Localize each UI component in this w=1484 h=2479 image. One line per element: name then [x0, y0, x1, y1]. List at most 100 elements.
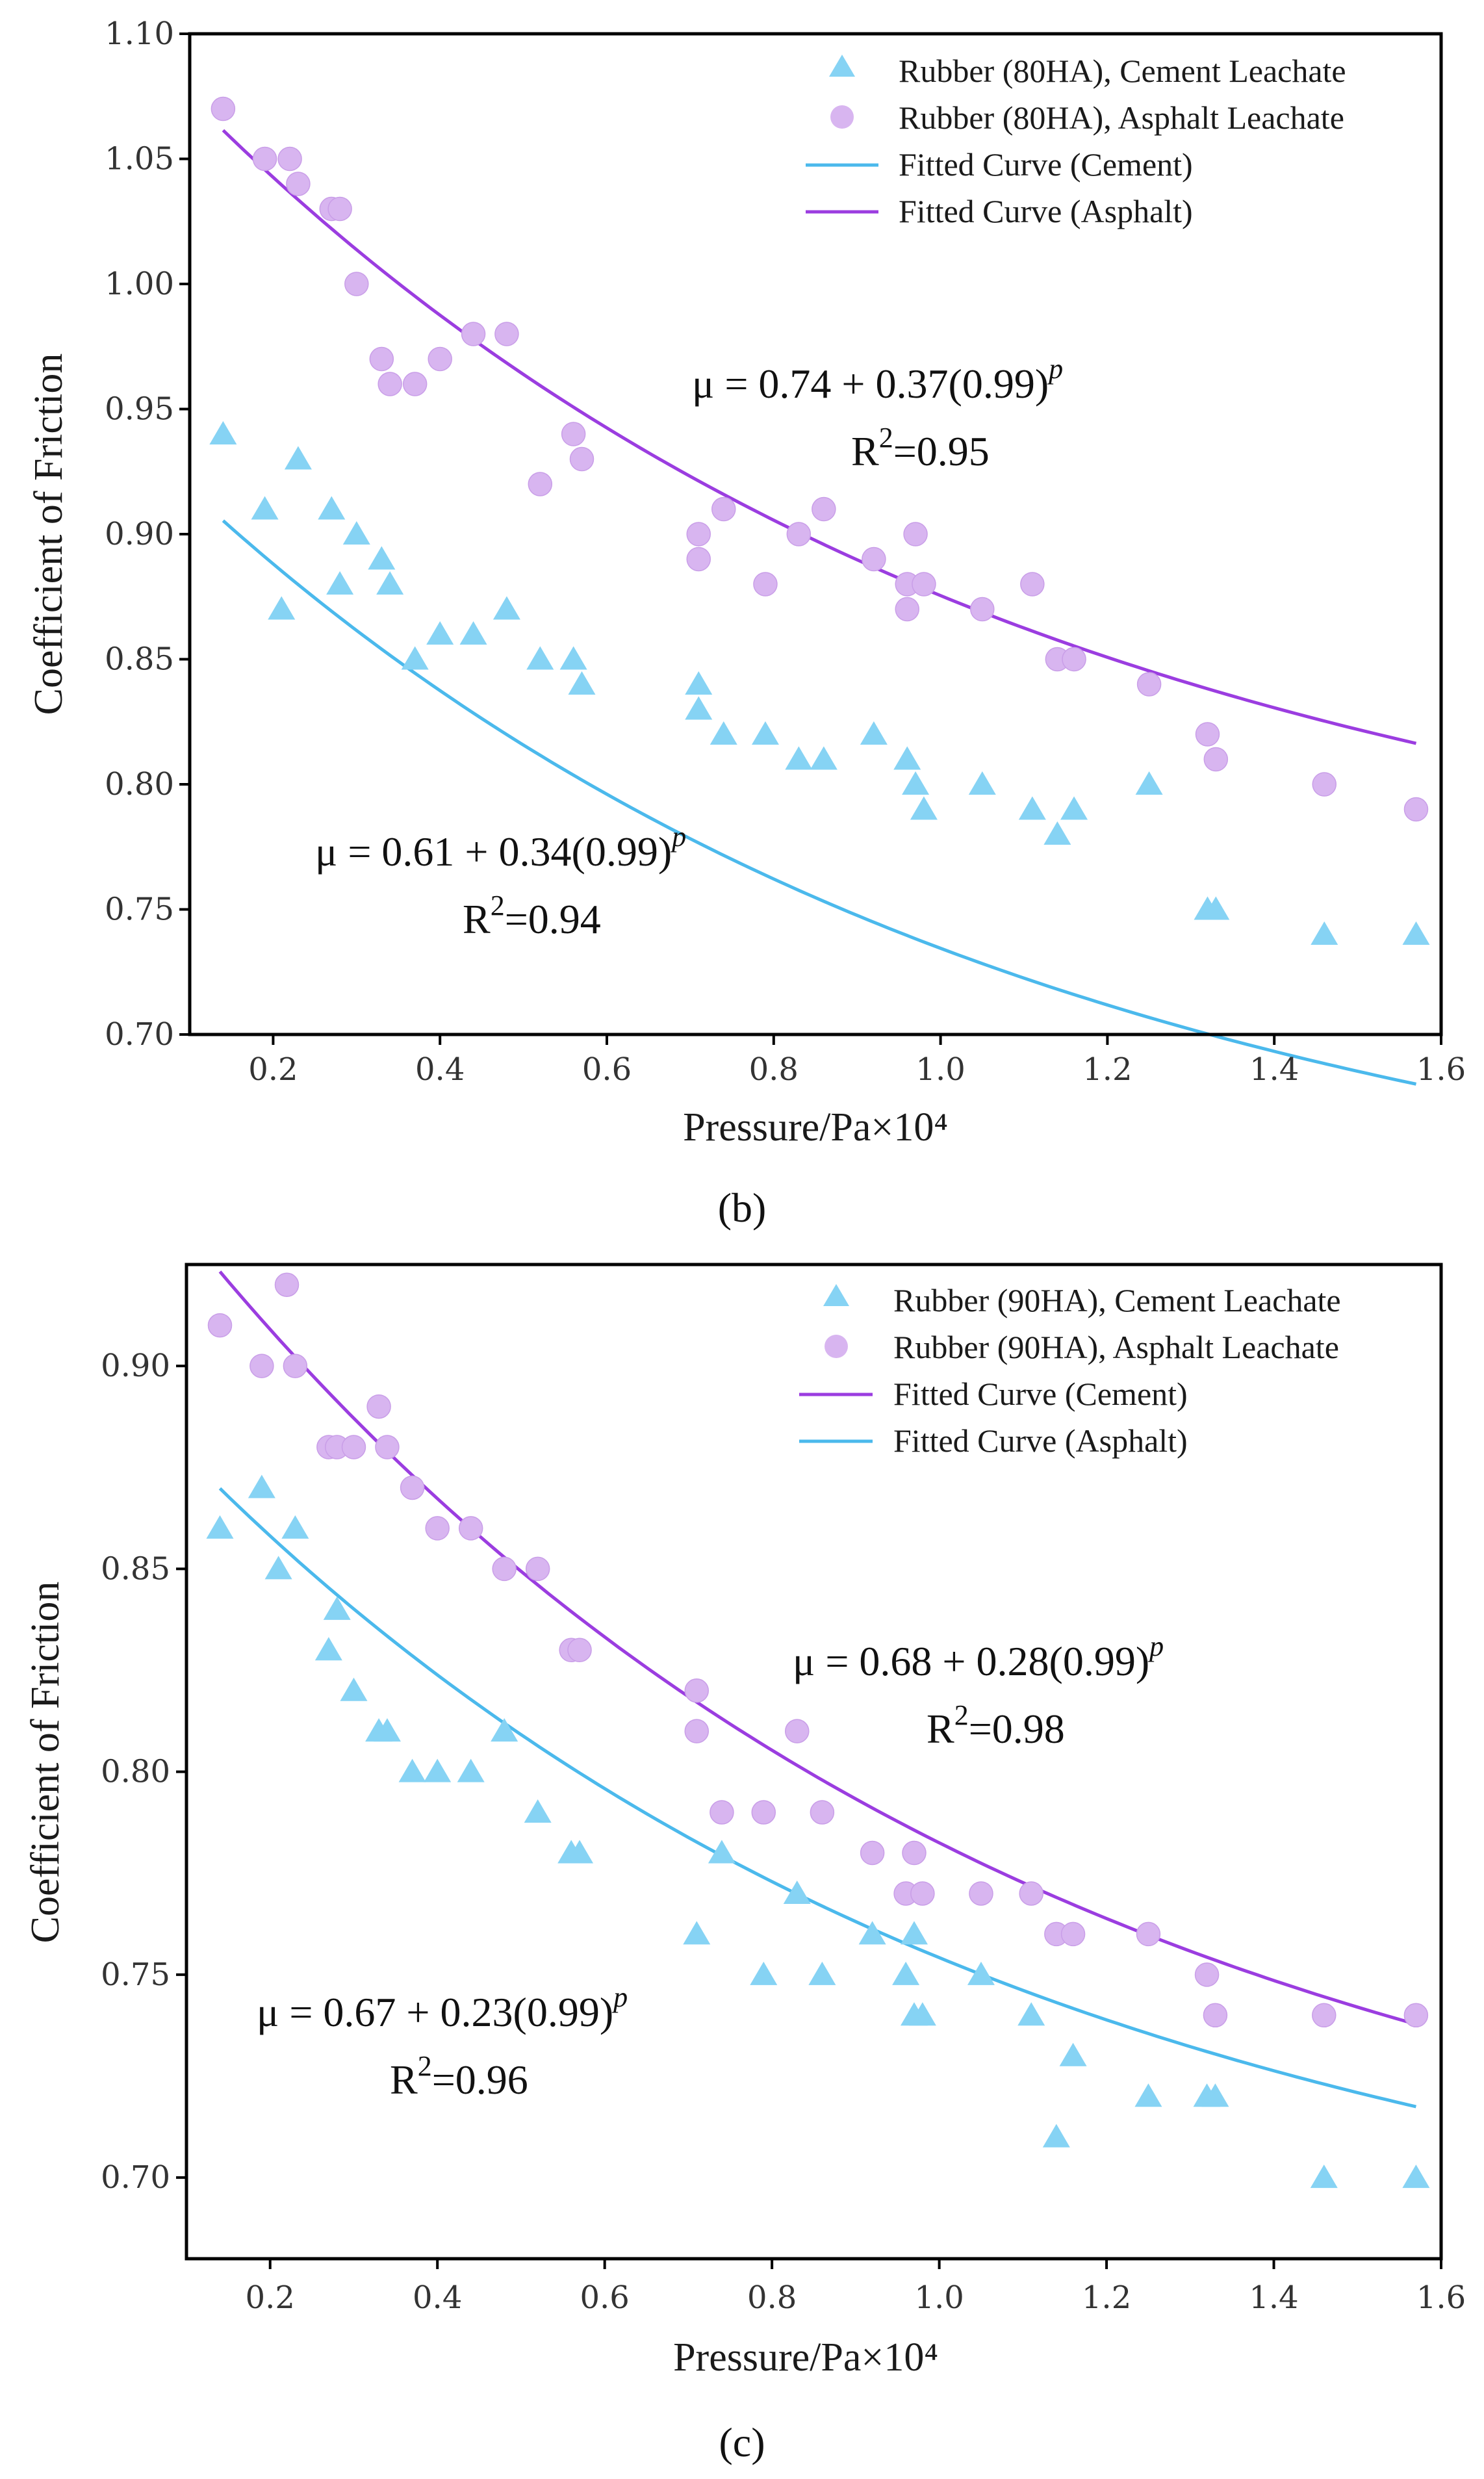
panel-b-y-tick-label: 0.80 — [105, 766, 174, 803]
panel-c-circle-point — [1403, 2003, 1429, 2028]
panel-c-triangle-point — [708, 1840, 736, 1864]
panel-b-legend: Rubber (80HA), Cement Leachate Rubber (8… — [806, 53, 1346, 229]
panel-b-circle-point — [528, 472, 553, 496]
panel-c-triangle-point — [323, 1596, 351, 1620]
panel-b-r2-asphalt: R2=0.95 — [851, 422, 990, 474]
panel-c-x-tick-label: 1.2 — [1082, 2280, 1131, 2316]
panel-b-circle-point — [812, 496, 836, 522]
panel-c-circle-point — [283, 1354, 308, 1378]
panel-c-triangle-point — [248, 1474, 275, 1498]
panel-b-x-tick-label: 0.6 — [582, 1051, 632, 1088]
panel-b-circle-point — [377, 372, 402, 396]
panel-b-circle-point — [1403, 797, 1429, 822]
panel-b-circle-point — [344, 272, 369, 296]
panel-b-triangle-point — [902, 771, 930, 795]
panel-b-y-tick-label: 0.70 — [105, 1016, 174, 1053]
panel-c-circle-point — [969, 1881, 993, 1906]
panel-b-circle-point — [252, 146, 277, 172]
panel-b-x-tick-label: 0.2 — [248, 1051, 298, 1088]
panel-b-triangle-point — [893, 746, 921, 770]
panel-b-fit-curve-2 — [222, 129, 1417, 745]
panel-b-circle-point — [1020, 572, 1045, 597]
panel-b-circle-point — [494, 322, 519, 346]
panel-c-x-tick-label: 0.2 — [246, 2280, 295, 2316]
panel-c-circle-point — [1136, 1921, 1161, 1947]
panel-c-circle-point — [1194, 1962, 1220, 1987]
panel-b-circle-point — [327, 196, 352, 222]
panel-b-triangle-point — [810, 746, 838, 770]
panel-b-y-tick-label: 1.10 — [105, 16, 174, 52]
panel-b-triangle-point — [251, 496, 279, 520]
panel-b-fit-curve-1 — [222, 519, 1417, 1086]
legend-c-cement-marker — [823, 1284, 849, 1306]
panel-b-marks — [209, 96, 1430, 1086]
legend-c-cement-label: Rubber (90HA), Cement Leachate — [893, 1282, 1341, 1318]
panel-c-fit-curve-2 — [218, 1487, 1416, 2109]
panel-b-y-tick-label: 0.95 — [105, 391, 174, 428]
panel-b-circle-point — [903, 522, 928, 546]
panel-b-triangle-point — [1311, 921, 1338, 945]
panel-c-circle-point — [249, 1354, 274, 1378]
legend-b-fit-cement-label: Fitted Curve (Cement) — [899, 146, 1193, 183]
panel-c-triangle-point — [281, 1515, 309, 1539]
panel-b-circle-point — [277, 146, 302, 172]
panel-c-circle-point — [341, 1435, 366, 1459]
panel-b-circle-point — [786, 522, 812, 546]
panel-c-triangle-point — [373, 1718, 401, 1742]
panel-c-triangle-point — [892, 1961, 920, 1985]
panel-c-x-tick-label: 1.4 — [1249, 2280, 1298, 2316]
panel-b-triangle-point — [685, 696, 713, 720]
panel-c-equation-lower: μ = 0.67 + 0.23(0.99)p — [257, 1981, 628, 2035]
panel-b-circle-point — [286, 172, 311, 196]
panel-b-x-tick-label: 0.4 — [415, 1051, 465, 1088]
panel-c-circle-point — [902, 1840, 927, 1866]
panel-b-triangle-point — [710, 721, 737, 745]
panel-b-ticks: 0.2 0.4 0.6 0.8 1.0 1.2 1.4 1.6 0.70 0.75 0.80 0.85… — [105, 16, 1466, 1088]
panel-c-triangle-point — [900, 1921, 928, 1945]
panel-c-x-tick-label: 0.6 — [580, 2280, 629, 2316]
panel-b-circle-point — [428, 346, 452, 372]
panel-c-circle-point — [684, 1678, 710, 1703]
panel-c-triangle-point — [566, 1840, 594, 1864]
panel-b-triangle-point — [860, 721, 888, 745]
panel-c-triangle-point — [1310, 2164, 1338, 2189]
panel-b-circle-point — [211, 96, 236, 122]
panel-b-triangle-point — [685, 671, 713, 695]
panel-b-circle-point — [402, 372, 428, 396]
panel-c-circle-point — [375, 1435, 400, 1459]
panel-c-triangle-point — [1134, 2083, 1162, 2107]
panel-b-circle-point — [561, 422, 586, 446]
panel-c-triangle-point — [683, 1921, 711, 1945]
panel-c-circle-point — [425, 1516, 450, 1541]
panel-c-circle-point — [910, 1881, 935, 1906]
legend-b-cement-marker — [829, 55, 855, 77]
panel-b-circle-point — [686, 546, 711, 572]
panel-b-triangle-point — [526, 646, 554, 670]
panel-b-circle-point — [1136, 672, 1162, 697]
panel-c-circle-point — [810, 1800, 835, 1825]
panel-c-y-tick-label: 0.80 — [101, 1754, 170, 1790]
panel-b-x-axis-label: Pressure/Pa×10⁴ — [683, 1105, 948, 1150]
panel-c-triangle-point — [783, 1880, 811, 1904]
legend-b-cement-label: Rubber (80HA), Cement Leachate — [899, 53, 1346, 89]
panel-c-x-tick-label: 0.4 — [413, 2280, 462, 2316]
panel-c-y-tick-label: 0.75 — [101, 1957, 170, 1993]
panel-c-label: (c) — [719, 2419, 765, 2465]
panel-b-x-tick-label: 1.2 — [1082, 1051, 1132, 1088]
panel-c-equation-upper: μ = 0.68 + 0.28(0.99)p — [793, 1630, 1164, 1684]
panel-b-triangle-point — [968, 771, 996, 795]
panel-c-y-axis-label: Coefficient of Friction — [23, 1582, 68, 1944]
panel-b-triangle-point — [1018, 796, 1046, 820]
panel-c-triangle-point — [314, 1637, 342, 1661]
legend-c-asphalt-marker — [825, 1335, 848, 1358]
panel-c-circle-point — [751, 1800, 776, 1825]
panel-b-y-tick-label: 0.90 — [105, 516, 174, 552]
panel-b-triangle-point — [268, 596, 296, 620]
panel-c-triangle-point — [1042, 2124, 1070, 2148]
panel-c-triangle-point — [1402, 2164, 1430, 2189]
panel-b-plot-frame — [188, 32, 1443, 1036]
panel-b-equation-asphalt: μ = 0.74 + 0.37(0.99)p — [692, 353, 1063, 407]
panel-b-circle-point — [1203, 747, 1229, 772]
panel-b-circle-point — [862, 546, 886, 572]
panel-c-triangle-point — [524, 1799, 552, 1823]
